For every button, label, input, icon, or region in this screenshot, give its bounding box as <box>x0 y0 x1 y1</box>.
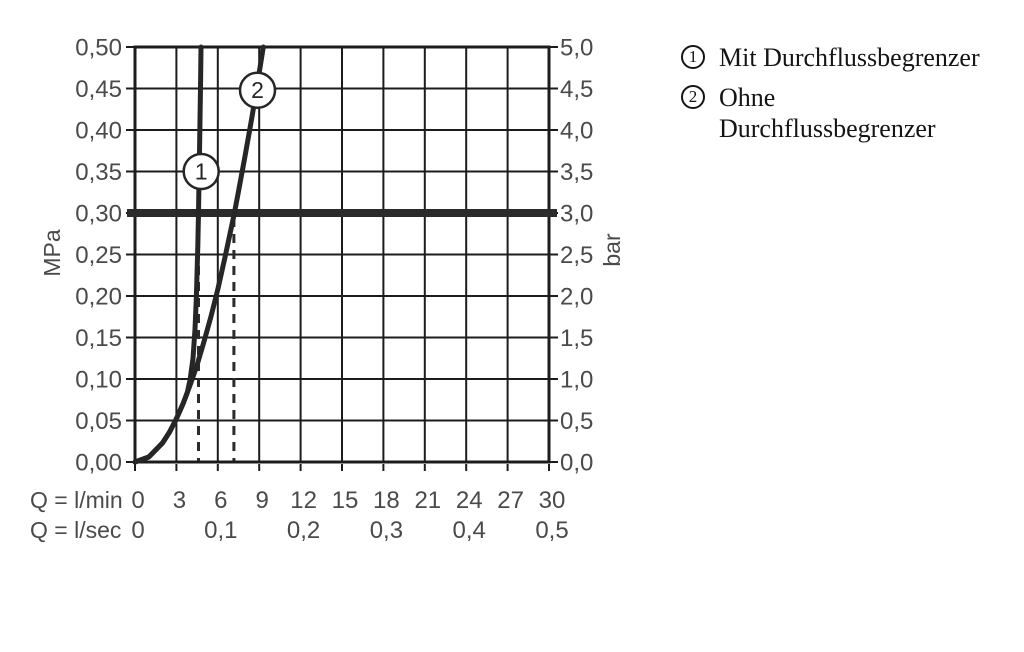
legend-item-without-limiter: 2 Ohne Durchflussbegrenzer <box>681 82 1011 144</box>
x-lsec-tick-label: 0,3 <box>370 517 403 544</box>
y-right-tick-label: 4,0 <box>560 118 593 145</box>
legend-label-with-limiter: Mit Durchflussbegrenzer <box>719 42 980 73</box>
y-right-tick-label: 1,5 <box>560 325 593 352</box>
flow-pressure-chart: 12 0,500,450,400,350,300,250,200,150,100… <box>30 35 625 545</box>
x-lmin-tick-label: 0 <box>131 487 144 514</box>
x-lmin-tick-label: 3 <box>173 487 186 514</box>
x-lmin-tick-label: 6 <box>214 487 227 514</box>
y-right-axis-unit: bar <box>599 233 625 267</box>
y-left-tick-label: 0,30 <box>75 201 122 228</box>
y-left-tick-label: 0,15 <box>75 325 122 352</box>
legend-item-with-limiter: 1 Mit Durchflussbegrenzer <box>681 42 1011 73</box>
x-lmin-tick-label: 15 <box>332 487 359 514</box>
y-left-tick-label: 0,50 <box>75 35 122 62</box>
y-right-tick-label: 2,0 <box>560 284 593 311</box>
legend-marker-2: 2 <box>681 85 705 109</box>
y-left-tick-label: 0,35 <box>75 159 122 186</box>
curve-marker-circle-1 <box>182 152 220 191</box>
x-lmin-tick-label: 30 <box>539 487 566 514</box>
x-lmin-tick-label: 9 <box>256 487 269 514</box>
x-lmin-tick-label: 12 <box>290 487 317 514</box>
y-left-axis-unit: MPa <box>39 229 65 277</box>
legend-label-line: Ohne <box>719 83 776 112</box>
y-right-tick-label: 1,0 <box>560 367 593 394</box>
x-lsec-tick-label: 0,2 <box>287 517 320 544</box>
x-lsec-tick-label: 0,5 <box>535 517 568 544</box>
y-left-tick-label: 0,05 <box>75 408 122 435</box>
curve-marker-circle-2 <box>238 71 277 109</box>
y-right-tick-label: 2,5 <box>560 242 593 269</box>
y-left-tick-label: 0,45 <box>75 76 122 103</box>
y-right-tick-label: 3,0 <box>560 201 593 228</box>
y-left-tick-label: 0,10 <box>75 367 122 394</box>
legend-label-without-limiter: Ohne Durchflussbegrenzer <box>719 82 936 144</box>
legend-label-line: Mit Durchflussbegrenzer <box>719 43 980 72</box>
x-lmin-tick-label: 21 <box>414 487 441 514</box>
x-lmin-tick-label: 18 <box>373 487 400 514</box>
y-left-tick-label: 0,00 <box>75 450 122 477</box>
y-right-tick-label: 0,5 <box>560 408 593 435</box>
legend: 1 Mit Durchflussbegrenzer 2 Ohne Durchfl… <box>681 42 1011 153</box>
x-lsec-tick-label: 0 <box>131 517 144 544</box>
y-right-tick-label: 3,5 <box>560 159 593 186</box>
y-right-tick-label: 0,0 <box>560 450 593 477</box>
y-right-tick-label: 4,5 <box>560 76 593 103</box>
legend-marker-1: 1 <box>681 45 705 69</box>
x-lsec-tick-label: 0,1 <box>204 517 237 544</box>
plot-frame <box>133 45 551 464</box>
y-left-tick-label: 0,25 <box>75 242 122 269</box>
x-lsec-tick-label: 0,4 <box>453 517 486 544</box>
tick-labels: 0,500,450,400,350,300,250,200,150,100,05… <box>75 35 593 545</box>
y-left-tick-label: 0,40 <box>75 118 122 145</box>
curve-2 <box>132 44 266 465</box>
curve-marker-number-2: 2 <box>251 77 264 103</box>
y-right-tick-label: 5,0 <box>560 35 593 62</box>
legend-label-line: Durchflussbegrenzer <box>719 114 936 143</box>
curve-marker-number-1: 1 <box>195 159 208 185</box>
x-axis-label-lsec: Q = l/sec <box>30 517 121 543</box>
axis-ticks <box>126 46 558 471</box>
curve-number-markers: 12 <box>182 71 277 191</box>
x-lmin-tick-label: 27 <box>497 487 524 514</box>
x-lmin-tick-label: 24 <box>456 487 483 514</box>
y-left-tick-label: 0,20 <box>75 284 122 311</box>
x-axis-label-lmin: Q = l/min <box>30 487 123 513</box>
